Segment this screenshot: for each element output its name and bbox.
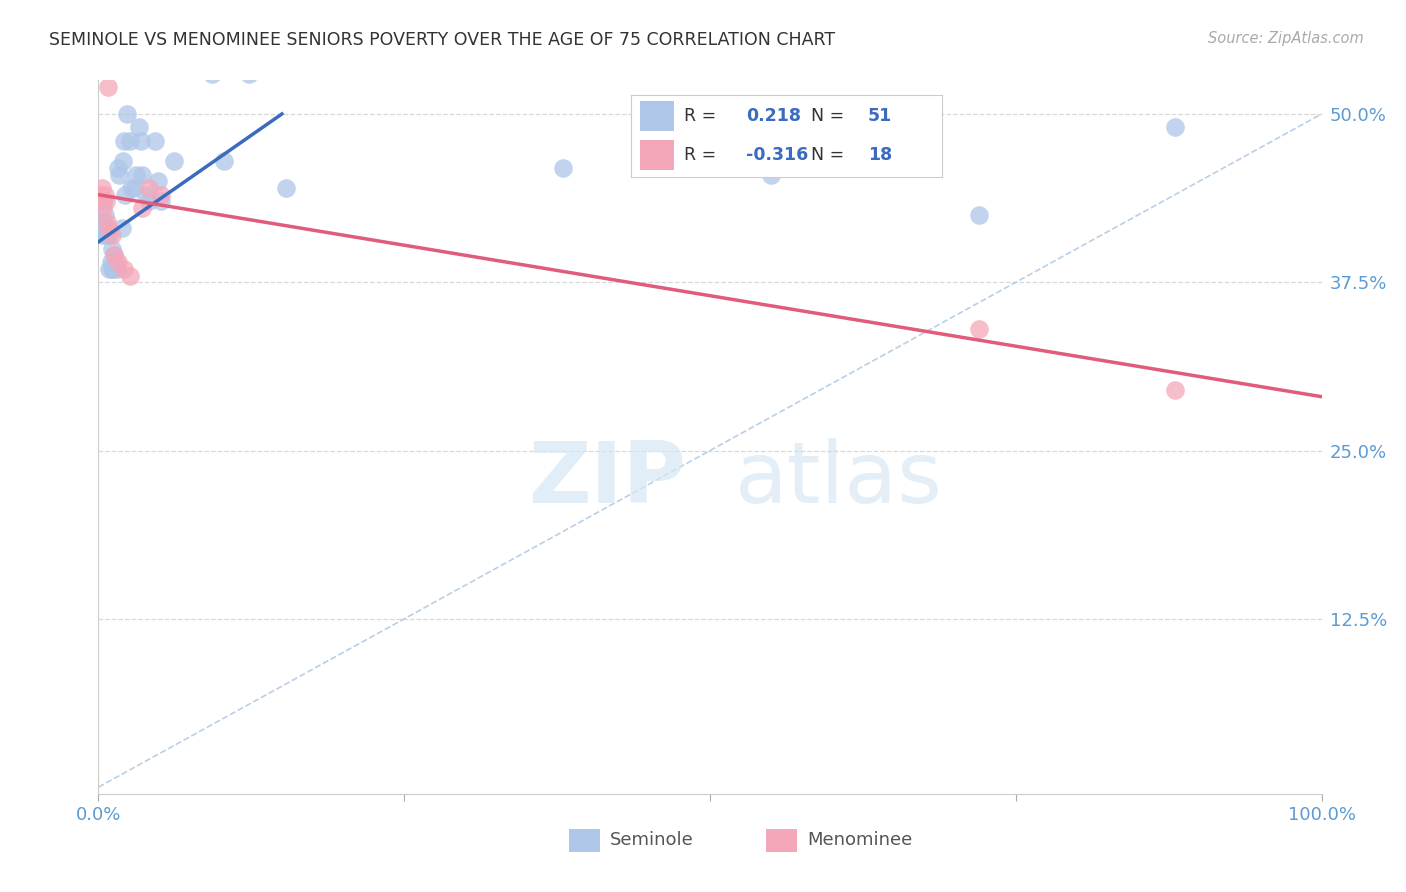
Point (107, 161, 129, 175)
Text: SEMINOLE VS MENOMINEE SENIORS POVERTY OVER THE AGE OF 75 CORRELATION CHART: SEMINOLE VS MENOMINEE SENIORS POVERTY OV… (49, 31, 835, 49)
Point (104, 255, 127, 269)
Point (101, 242, 124, 256)
Point (112, 134, 135, 148)
Point (120, 268, 142, 283)
Point (98, 228, 121, 243)
Point (91, 214, 114, 228)
Point (131, 168, 153, 182)
Point (91, 194, 114, 209)
Point (120, 134, 142, 148)
Point (149, 194, 172, 209)
Point (112, 261, 135, 276)
Point (111, 221, 134, 235)
Point (93, 208, 115, 222)
Point (94, 221, 117, 235)
Point (120, 181, 142, 195)
Point (96, 221, 118, 235)
Point (94, 194, 117, 209)
Point (967, 322, 990, 336)
Point (91, 181, 114, 195)
Point (90, 187, 112, 202)
Point (100, 255, 122, 269)
Point (115, 107, 138, 121)
Point (274, 181, 297, 195)
Point (163, 154, 186, 169)
Point (128, 120, 150, 135)
Point (129, 134, 152, 148)
Point (108, 168, 131, 182)
Text: Menominee: Menominee (807, 831, 912, 849)
Point (553, 161, 575, 175)
Point (91, 228, 114, 243)
Text: atlas: atlas (734, 438, 942, 522)
Text: Seminole: Seminole (610, 831, 695, 849)
Point (149, 187, 172, 202)
Point (97, 80, 120, 95)
Point (127, 20, 149, 34)
Point (138, 194, 160, 209)
Point (148, 174, 170, 188)
Point (93, 187, 115, 202)
Point (101, 261, 124, 276)
Point (96, 214, 118, 228)
Point (201, 66, 224, 80)
Point (96, 228, 118, 243)
Point (98, 261, 121, 276)
Point (111, 154, 134, 169)
Text: Source: ZipAtlas.com: Source: ZipAtlas.com (1208, 31, 1364, 46)
Point (107, 255, 129, 269)
Point (135, 187, 157, 202)
Point (101, 261, 124, 276)
Point (139, 53, 162, 67)
Point (143, 134, 166, 148)
Point (98, 221, 121, 235)
Point (101, 228, 124, 243)
Point (90, 214, 112, 228)
Point (105, 261, 128, 276)
Point (1164, 383, 1187, 397)
Point (94, 228, 117, 243)
Point (103, 248, 125, 262)
Point (91, 201, 114, 215)
Point (131, 201, 153, 215)
Point (214, 154, 236, 169)
Point (122, 181, 145, 195)
Point (967, 208, 990, 222)
Point (1164, 120, 1187, 135)
Point (238, 66, 260, 80)
Point (103, 248, 125, 262)
Point (114, 187, 136, 202)
Point (138, 181, 160, 195)
Point (97, 221, 120, 235)
Point (761, 168, 783, 182)
Text: ZIP: ZIP (527, 438, 686, 522)
Point (125, 168, 148, 182)
